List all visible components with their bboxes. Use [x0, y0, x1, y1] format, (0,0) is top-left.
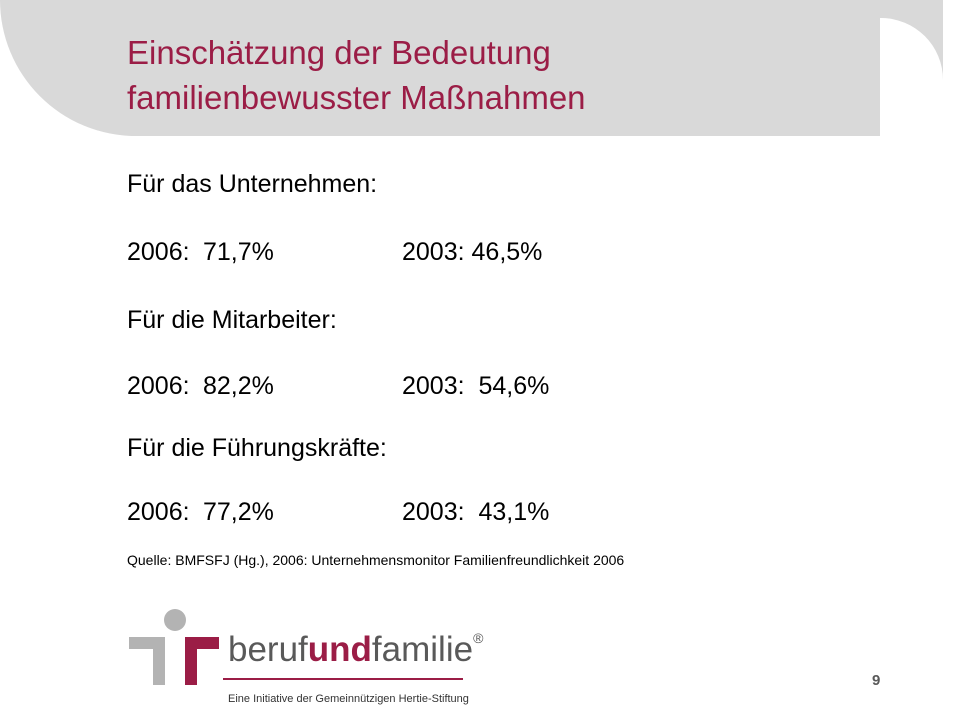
value-2006: 82,2%: [203, 372, 274, 400]
section-heading-managers: Für die Führungskräfte:: [127, 434, 387, 462]
value-2006: 71,7%: [203, 238, 274, 266]
logo-mark-icon: [129, 609, 219, 685]
year-label: 2006:: [127, 372, 190, 400]
section-heading-company: Für das Unternehmen:: [127, 170, 378, 198]
logo-wordmark: berufundfamilie®: [228, 630, 483, 670]
berufundfamilie-logo: berufundfamilie® Eine Initiative der Gem…: [127, 608, 487, 714]
source-note: Quelle: BMFSFJ (Hg.), 2006: Unternehmens…: [127, 552, 625, 568]
year-label: 2006:: [127, 238, 190, 266]
value-2006: 77,2%: [203, 498, 274, 526]
logo-divider: [223, 678, 463, 680]
logo-word-beruf: beruf: [228, 630, 308, 669]
logo-word-und: und: [307, 630, 372, 669]
logo-word-familie: familie: [371, 630, 474, 669]
page-number: 9: [872, 672, 881, 689]
section-heading-employees: Für die Mitarbeiter:: [127, 306, 337, 334]
logo-tagline: Eine Initiative der Gemeinnützigen Herti…: [228, 693, 469, 705]
header-band: [0, 0, 943, 136]
registered-mark: ®: [473, 630, 484, 646]
value-2003: 2003: 54,6%: [402, 372, 550, 400]
slide-title: Einschätzung der Bedeutung familienbewus…: [127, 30, 586, 120]
value-2003: 2003: 46,5%: [402, 238, 543, 266]
title-line-2: familienbewusster Maßnahmen: [127, 79, 586, 116]
value-2003: 2003: 43,1%: [402, 498, 550, 526]
title-line-1: Einschätzung der Bedeutung: [127, 34, 551, 71]
year-label: 2006:: [127, 498, 190, 526]
